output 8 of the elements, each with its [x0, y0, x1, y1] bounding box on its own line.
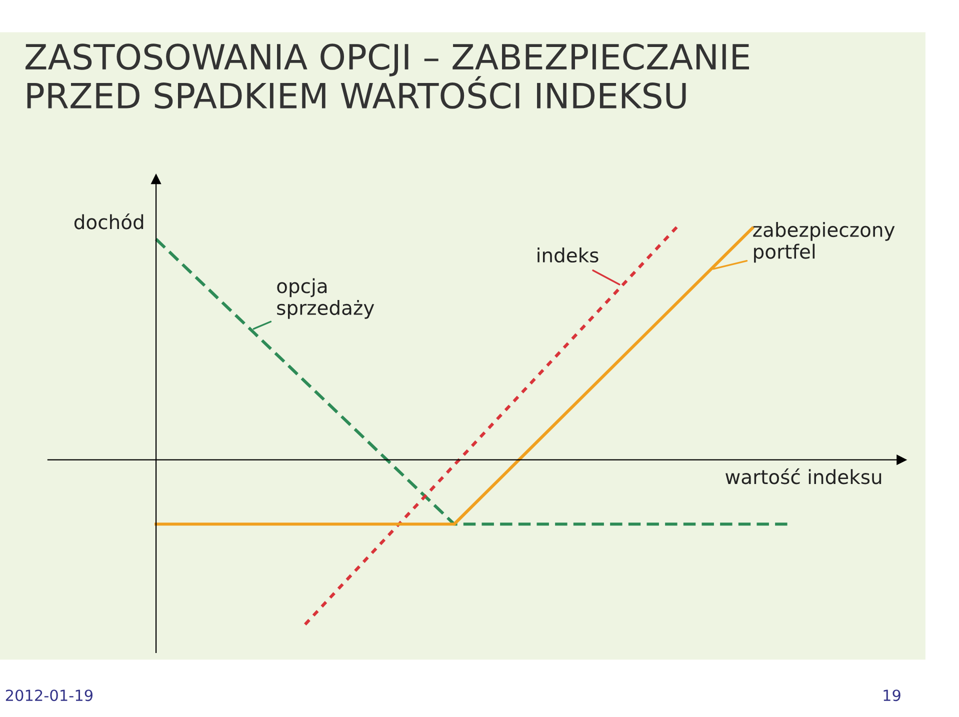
- text: 19: [884, 690, 900, 702]
- series-label: zabezpieczony portfel: [753, 222, 895, 263]
- series-label: indeks: [538, 248, 598, 263]
- y-axis-title: dochód: [74, 213, 144, 230]
- chart-title: ZASTOSOWANIA OPCJI – ZABEZPIECZANIE PRZED SPADKIEM WARTOŚCI INDEKSU: [26, 44, 749, 109]
- series-label: opcja sprzedaży: [277, 278, 374, 319]
- x-axis-title: wartość indeksu: [726, 468, 882, 484]
- text: 2012-01-19: [6, 690, 93, 702]
